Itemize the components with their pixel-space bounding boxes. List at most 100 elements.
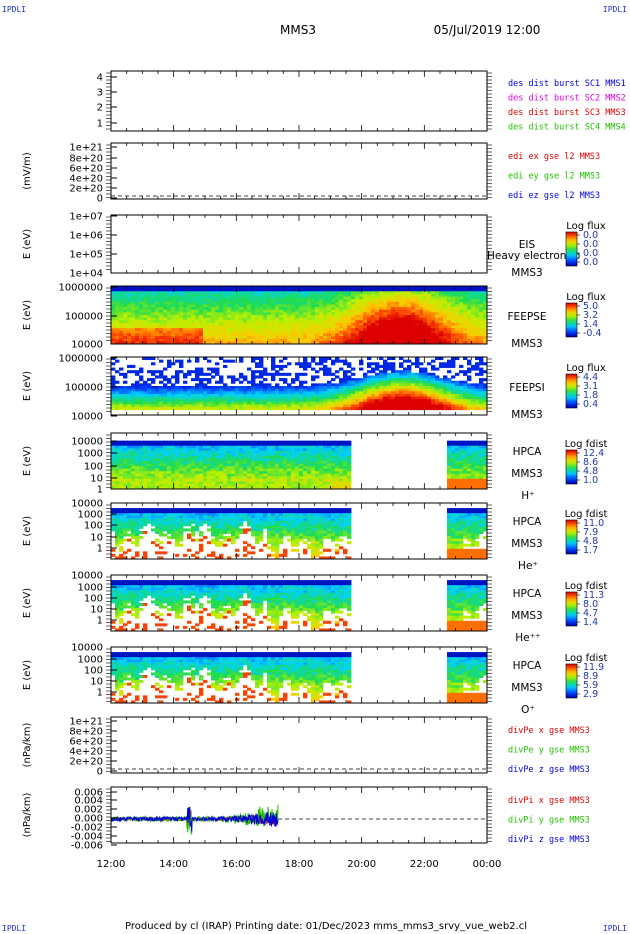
hpca-h-cell	[207, 476, 212, 480]
feepse-cell	[183, 296, 188, 300]
hpca-h-cell	[251, 486, 256, 490]
feepse-cell	[427, 325, 432, 329]
feepse-cell	[319, 309, 324, 313]
feepsi-cell	[191, 386, 196, 390]
hpca-h-cell	[327, 448, 332, 452]
hpca-h-cell	[199, 476, 204, 480]
feepse-cell	[439, 309, 444, 313]
hpca-h-cell	[203, 448, 208, 452]
feepse-cell	[307, 312, 312, 316]
feepse-cell	[127, 291, 132, 295]
feepse-cell	[335, 299, 340, 303]
feepse-cell	[255, 330, 260, 334]
feepsi-cell	[183, 391, 188, 395]
feepse-cell	[131, 299, 136, 303]
feepsi-cell	[251, 370, 256, 374]
feepse-cell	[479, 333, 484, 337]
feepse-cell	[447, 341, 452, 345]
feepsi-cell	[223, 391, 228, 395]
hpca-h-cell	[159, 478, 164, 482]
feepse-cell	[171, 296, 176, 300]
feepsi-cell	[391, 364, 396, 368]
feepsi-cell	[387, 372, 392, 376]
feepse-cell	[219, 291, 224, 295]
feepse-cell	[339, 312, 344, 316]
hpca-h-cell	[255, 448, 260, 452]
feepse-cell	[483, 299, 488, 303]
feepse-cell	[459, 338, 464, 342]
feepse-cell	[463, 320, 468, 324]
feepse-cell	[263, 325, 268, 329]
feepse-cell	[331, 315, 336, 319]
feepsi-cell	[279, 407, 284, 411]
feepse-cell	[367, 301, 372, 305]
feepse-cell	[295, 320, 300, 324]
feepsi-cell	[339, 399, 344, 403]
feepse-cell	[407, 330, 412, 334]
hpca-h-cell	[315, 471, 320, 475]
hpca-h-cell	[223, 455, 228, 459]
feepsi-cell	[483, 378, 488, 382]
hpca-h-cell	[227, 455, 232, 459]
hpca-h-cell	[115, 461, 120, 464]
hpca-h-cell	[295, 466, 300, 470]
feepse-cell	[255, 336, 260, 340]
feepsi-cell	[243, 404, 248, 408]
feepse-cell	[347, 299, 352, 303]
hpca-h-cell	[283, 445, 288, 449]
hpca-h-cell	[271, 473, 276, 477]
feepse-cell	[259, 341, 264, 345]
feepse-cell	[299, 325, 304, 329]
hpca-h-cell	[211, 483, 216, 487]
feepse-cell	[271, 322, 276, 326]
feepse-cell	[275, 325, 280, 329]
feepse-cell	[483, 301, 488, 305]
feepsi-cell	[419, 367, 424, 371]
feepsi-cell	[251, 407, 256, 411]
hpca-h-cell	[323, 448, 328, 452]
feepse-cell	[135, 296, 140, 300]
feepsi-cell	[135, 393, 140, 397]
feepse-cell	[259, 312, 264, 316]
feepse-cell	[267, 328, 272, 332]
feepse-cell	[403, 320, 408, 324]
feepse-cell	[471, 293, 476, 297]
feepse-cell	[419, 315, 424, 319]
feepse-cell	[179, 322, 184, 326]
hpca-h-cell	[199, 473, 204, 477]
hpca-h-cell	[135, 453, 140, 457]
feepsi-cell	[187, 407, 192, 411]
hpca-h-cell	[275, 461, 280, 464]
feepse-cell	[275, 312, 280, 316]
feepse-cell	[179, 293, 184, 297]
feepse-cell	[363, 291, 368, 295]
feepsi-cell	[407, 364, 412, 368]
feepsi-cell	[383, 362, 388, 366]
feepse-cell	[475, 299, 480, 303]
hpca-h-cell	[147, 478, 152, 482]
feepse-cell	[455, 307, 460, 311]
feepse-cell	[163, 322, 168, 326]
hpca-h-cell	[283, 453, 288, 457]
feepse-cell	[267, 336, 272, 340]
hpca-h-cell	[187, 473, 192, 477]
feepse-cell	[255, 293, 260, 297]
feepsi-cell	[435, 380, 440, 384]
hpca-h-cell	[211, 471, 216, 475]
feepse-cell	[159, 336, 164, 340]
hpca-h-cell	[259, 448, 264, 452]
feepse-cell	[439, 341, 444, 345]
hpca-h-cell	[155, 468, 160, 472]
feepse-cell	[435, 301, 440, 305]
feepse-cell	[311, 320, 316, 324]
feepsi-cell	[327, 380, 332, 384]
feepsi-cell	[235, 407, 240, 411]
feepse-cell	[111, 315, 116, 319]
feepsi-cell	[175, 380, 180, 384]
feepse-cell	[315, 307, 320, 311]
feepse-cell	[183, 322, 188, 326]
feepse-cell	[427, 336, 432, 340]
hpca-h-cell	[111, 458, 116, 462]
feepse-cell	[347, 328, 352, 332]
feepse-cell	[155, 301, 160, 305]
